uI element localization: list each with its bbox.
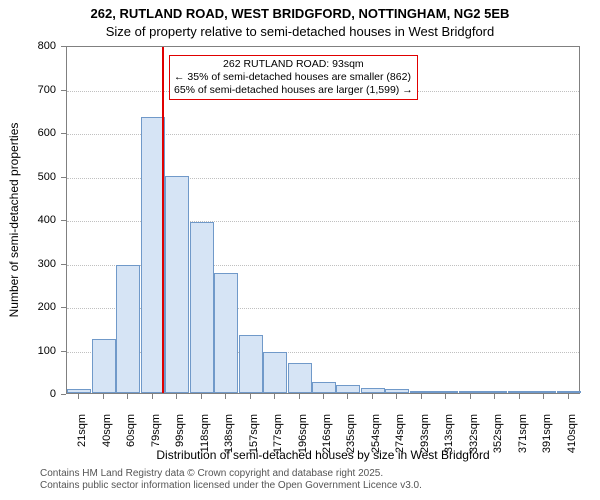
y-tick-label: 400 [0, 214, 56, 226]
histogram-bar [312, 382, 336, 393]
histogram-bar [92, 339, 116, 393]
x-tick-mark [372, 394, 373, 399]
annotation-line2: ← 35% of semi-detached houses are smalle… [174, 71, 413, 84]
x-tick-mark [176, 394, 177, 399]
y-tick-label: 700 [0, 84, 56, 96]
y-tick-mark [61, 351, 66, 352]
x-tick-mark [519, 394, 520, 399]
y-tick-mark [61, 394, 66, 395]
x-tick-label: 410sqm [566, 414, 578, 453]
y-tick-mark [61, 264, 66, 265]
x-tick-label: 79sqm [150, 414, 162, 447]
chart-title-1: 262, RUTLAND ROAD, WEST BRIDGFORD, NOTTI… [0, 6, 600, 21]
x-tick-mark [347, 394, 348, 399]
histogram-bar [336, 385, 360, 393]
x-tick-label: 40sqm [101, 414, 113, 447]
y-tick-label: 800 [0, 40, 56, 52]
y-tick-labels: 0100200300400500600700800 [0, 46, 60, 394]
histogram-bar [67, 389, 91, 393]
y-tick-label: 200 [0, 301, 56, 313]
x-tick-labels: 21sqm40sqm60sqm79sqm99sqm118sqm138sqm157… [66, 400, 580, 450]
histogram-bar [410, 391, 434, 393]
y-tick-mark [61, 133, 66, 134]
y-tick-mark [61, 220, 66, 221]
histogram-bar [483, 391, 507, 393]
y-tick-mark [61, 307, 66, 308]
histogram-bar [557, 391, 581, 393]
x-tick-label: 118sqm [199, 414, 211, 452]
x-tick-mark [445, 394, 446, 399]
x-tick-mark [396, 394, 397, 399]
y-tick-label: 100 [0, 345, 56, 357]
annotation-line3: 65% of semi-detached houses are larger (… [174, 84, 413, 97]
footer-text: Contains HM Land Registry data © Crown c… [40, 468, 422, 492]
x-tick-label: 60sqm [125, 414, 137, 447]
histogram-bar [508, 391, 532, 393]
histogram-bar [361, 388, 385, 393]
y-tick-mark [61, 90, 66, 91]
x-tick-mark [103, 394, 104, 399]
x-tick-label: 99sqm [174, 414, 186, 447]
histogram-bar [434, 391, 458, 393]
histogram-bar [116, 265, 140, 393]
y-tick-mark [61, 46, 66, 47]
histogram-bar [165, 176, 189, 393]
x-tick-mark [201, 394, 202, 399]
x-tick-mark [470, 394, 471, 399]
y-tick-label: 300 [0, 258, 56, 270]
x-tick-mark [250, 394, 251, 399]
y-tick-label: 600 [0, 127, 56, 139]
footer-line2: Contains public sector information licen… [40, 480, 422, 492]
x-tick-mark [421, 394, 422, 399]
histogram-chart: 262, RUTLAND ROAD, WEST BRIDGFORD, NOTTI… [0, 0, 600, 500]
x-tick-mark [543, 394, 544, 399]
footer-line1: Contains HM Land Registry data © Crown c… [40, 468, 422, 480]
x-tick-mark [299, 394, 300, 399]
annotation-line1: 262 RUTLAND ROAD: 93sqm [174, 58, 413, 71]
histogram-bar [288, 363, 312, 393]
x-tick-mark [152, 394, 153, 399]
histogram-bar [239, 335, 263, 393]
x-tick-mark [568, 394, 569, 399]
histogram-bar [459, 391, 483, 393]
histogram-bar [263, 352, 287, 393]
plot-area: 262 RUTLAND ROAD: 93sqm← 35% of semi-det… [66, 46, 580, 394]
chart-title-2: Size of property relative to semi-detach… [0, 24, 600, 39]
x-tick-mark [494, 394, 495, 399]
x-tick-label: 371sqm [517, 414, 529, 453]
annotation-box: 262 RUTLAND ROAD: 93sqm← 35% of semi-det… [169, 55, 418, 100]
y-tick-mark [61, 177, 66, 178]
histogram-bar [532, 391, 556, 393]
x-tick-label: 391sqm [541, 414, 553, 453]
x-tick-mark [78, 394, 79, 399]
x-tick-mark [225, 394, 226, 399]
x-tick-mark [323, 394, 324, 399]
y-tick-label: 0 [0, 388, 56, 400]
x-tick-label: 352sqm [492, 414, 504, 453]
x-tick-mark [127, 394, 128, 399]
histogram-bar [214, 273, 238, 393]
histogram-bar [190, 222, 214, 393]
histogram-bar [141, 117, 165, 393]
x-axis-label: Distribution of semi-detached houses by … [156, 448, 489, 462]
y-tick-label: 500 [0, 171, 56, 183]
x-tick-mark [274, 394, 275, 399]
marker-line [162, 47, 164, 393]
x-tick-label: 21sqm [76, 414, 88, 447]
histogram-bar [385, 389, 409, 393]
